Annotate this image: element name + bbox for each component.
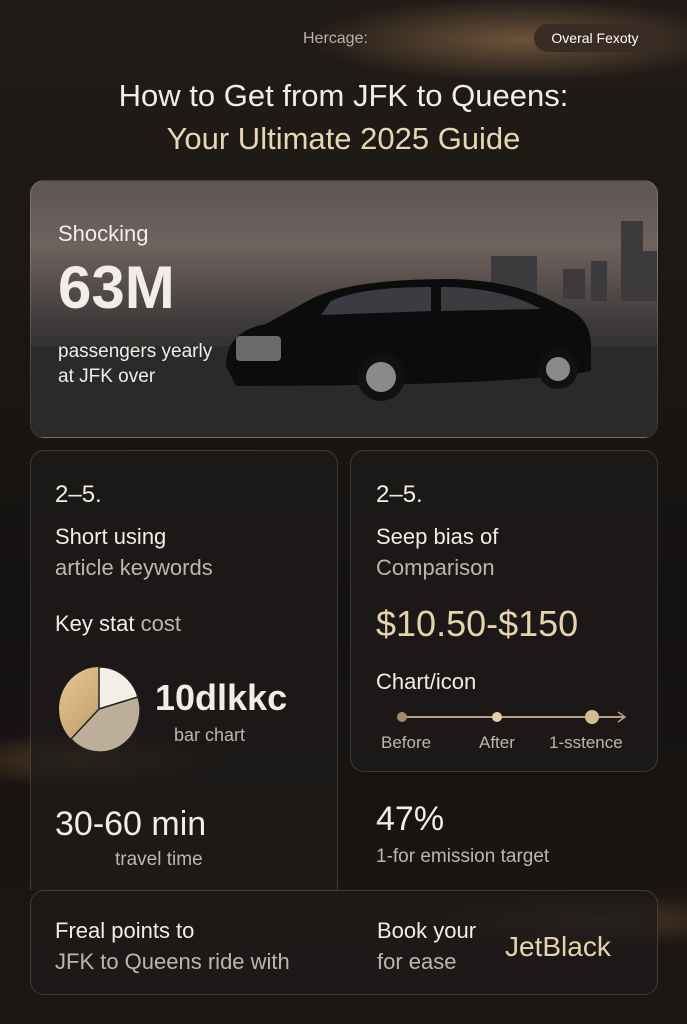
badge-button[interactable]: Overal Fexoty	[534, 24, 656, 52]
hero-caption-line-2: at JFK over	[58, 366, 156, 387]
arrow-right-icon	[617, 711, 627, 723]
hero-stat: 63M	[58, 254, 175, 321]
right-number: 2–5.	[376, 481, 423, 508]
chart-caption: bar chart	[174, 725, 246, 745]
car-skyline-image	[31, 221, 657, 437]
timeline-dot-after	[492, 712, 502, 722]
chart-label: Chart/icon	[376, 669, 477, 694]
travel-time-caption: travel time	[115, 849, 203, 870]
timeline-label-after: After	[479, 733, 515, 752]
key-stat: Key stat cost	[55, 611, 181, 637]
title-line-1: How to Get from JFK to Queens:	[118, 78, 569, 113]
right-heading: Seep bias of Comparison	[376, 521, 498, 583]
key-stat-value: cost	[140, 611, 181, 636]
travel-time-value: 30-60 min	[55, 805, 207, 843]
left-heading-line-2: article keywords	[55, 555, 213, 580]
footer-cta[interactable]: Book your for ease	[377, 915, 476, 977]
pie-chart-icon	[59, 666, 141, 752]
title-line-2: Your Ultimate 2025 Guide	[166, 121, 521, 156]
price-range: $10.50-$150	[376, 603, 579, 644]
right-heading-line-2: Comparison	[376, 555, 495, 580]
page-title: How to Get from JFK to Queens: Your Ulti…	[0, 74, 687, 160]
timeline-label-end: 1-sstence	[549, 733, 623, 752]
left-card: 2–5. Short using article keywords Key st…	[30, 450, 338, 890]
right-card: 2–5. Seep bias of Comparison $10.50-$150…	[350, 450, 658, 772]
left-number: 2–5.	[55, 481, 102, 508]
left-heading-line-1: Short using	[55, 524, 167, 549]
emission-percent: 47%	[376, 800, 445, 838]
timeline-dot-before	[397, 712, 407, 722]
left-heading: Short using article keywords	[55, 521, 213, 583]
hero-card: Shocking 63M passengers yearly at JFK ov…	[30, 180, 658, 438]
hero-label: Shocking	[58, 221, 149, 246]
hero-caption: passengers yearly at JFK over	[58, 339, 212, 389]
key-stat-label: Key stat	[55, 611, 135, 636]
footer-left-text: Freal points to JFK to Queens ride with	[55, 915, 290, 977]
footer-cta-line-1: Book your	[377, 918, 477, 943]
timeline-label-before: Before	[381, 733, 432, 752]
right-heading-line-1: Seep bias of	[376, 524, 499, 549]
footer-card: Freal points to JFK to Queens ride with …	[30, 890, 658, 995]
pie-slice-small	[98, 666, 139, 711]
brand-logo-text[interactable]: JetBlack	[505, 931, 611, 962]
hero-caption-line-1: passengers yearly	[58, 341, 213, 362]
emission-caption: 1-for emission target	[376, 846, 550, 867]
pie-slice-medium	[69, 696, 141, 752]
timeline-line	[397, 710, 627, 724]
chart-value: 10dlkkc	[155, 677, 288, 718]
eyebrow-label: Hercage:	[303, 30, 368, 47]
footer-left-line-1: Freal points to	[55, 918, 195, 943]
footer-left-line-2: JFK to Queens ride with	[55, 949, 290, 974]
footer-cta-line-2: for ease	[377, 949, 457, 974]
timeline-dot-end	[585, 710, 599, 724]
